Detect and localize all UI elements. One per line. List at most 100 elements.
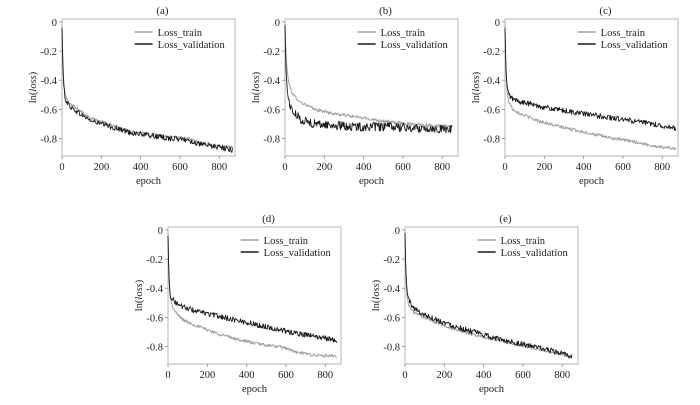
y-axis-label-italic: loss (134, 283, 145, 299)
y-axis-label-prefix: ln( (471, 91, 482, 103)
y-tick-label: -0.6 (263, 105, 280, 116)
series-line-loss-train (404, 232, 573, 358)
y-tick-label: -0.2 (40, 47, 57, 58)
y-axis-label: ln(loss) (471, 71, 482, 103)
series-line-loss-validation (61, 27, 233, 153)
x-tick-label: 0 (502, 162, 507, 173)
y-tick-label: -0.6 (483, 105, 500, 116)
x-tick-label: 800 (434, 162, 450, 173)
chart-panel-3: (d) 0 -0.2 -0.4 -0.6 -0.8 0 200 400 600 800 epoch ln… (134, 213, 342, 395)
y-axis-label-italic: loss (371, 283, 382, 299)
y-axis-label-prefix: ln( (251, 91, 262, 103)
x-axis-label: epoch (359, 176, 385, 187)
y-tick-label: 0 (52, 18, 57, 29)
panel-label: (b) (379, 5, 392, 17)
y-tick-label: -0.4 (383, 284, 400, 295)
x-axis-label: epoch (579, 176, 605, 187)
y-axis-label-prefix: ln( (134, 299, 145, 311)
y-tick-label: -0.4 (146, 284, 163, 295)
panel-label: (c) (599, 5, 612, 17)
series-line-loss-validation (504, 27, 677, 131)
plot-frame (167, 226, 342, 365)
x-tick-label: 400 (476, 370, 492, 381)
series-line-loss-train (61, 24, 234, 149)
y-tick-label: -0.8 (40, 135, 57, 146)
y-tick-label: -0.6 (383, 313, 400, 324)
x-tick-label: 600 (515, 370, 531, 381)
x-tick-label: 800 (317, 370, 333, 381)
x-tick-label: 200 (93, 162, 109, 173)
x-axis-label: epoch (136, 176, 162, 187)
x-tick-label: 600 (395, 162, 411, 173)
x-tick-label: 800 (211, 162, 227, 173)
y-tick-label: -0.8 (263, 135, 280, 146)
series-line-loss-validation (404, 232, 573, 359)
y-tick-label: -0.8 (483, 135, 500, 146)
panel-label: (e) (499, 213, 512, 225)
y-tick-label: -0.2 (263, 47, 280, 58)
x-tick-label: 400 (133, 162, 149, 173)
series-line-loss-validation (284, 24, 453, 134)
x-tick-label: 200 (199, 370, 215, 381)
x-tick-label: 400 (239, 370, 255, 381)
y-tick-label: -0.4 (483, 76, 500, 87)
x-tick-label: 0 (402, 370, 407, 381)
y-axis-label: ln(loss) (134, 279, 145, 311)
y-tick-label: -0.6 (40, 105, 57, 116)
y-tick-label: 0 (158, 226, 163, 237)
y-tick-label: -0.4 (263, 76, 280, 87)
legend-entry: Loss_validation (501, 248, 569, 259)
y-axis-label-suffix: ) (471, 71, 482, 75)
chart-panel-0: (a) 0 -0.2 -0.4 -0.6 -0.8 0 200 400 600 800 epoch ln… (28, 5, 236, 187)
y-tick-label: -0.2 (146, 255, 163, 266)
y-tick-label: -0.8 (146, 343, 163, 354)
y-axis-label-italic: loss (471, 75, 482, 91)
y-axis-label-suffix: ) (134, 279, 145, 283)
x-tick-label: 600 (172, 162, 188, 173)
y-tick-label: -0.4 (40, 76, 57, 87)
y-tick-label: 0 (495, 18, 500, 29)
y-axis-label: ln(loss) (371, 279, 382, 311)
plot-frame (404, 226, 579, 365)
chart-panel-1: (b) 0 -0.2 -0.4 -0.6 -0.8 0 200 400 600 800 epoch ln… (251, 5, 459, 187)
x-tick-label: 0 (165, 370, 170, 381)
x-tick-label: 200 (316, 162, 332, 173)
x-tick-label: 600 (278, 370, 294, 381)
y-tick-label: -0.6 (146, 313, 163, 324)
legend-entry: Loss_validation (601, 40, 669, 51)
x-tick-label: 800 (654, 162, 670, 173)
y-axis-label-suffix: ) (371, 279, 382, 283)
y-axis-label-prefix: ln( (28, 91, 39, 103)
x-axis-label: epoch (242, 384, 268, 395)
x-tick-label: 400 (356, 162, 372, 173)
y-axis-label: ln(loss) (28, 71, 39, 103)
y-tick-label: 0 (395, 226, 400, 237)
y-tick-label: -0.2 (483, 47, 500, 58)
x-tick-label: 800 (554, 370, 570, 381)
legend-entry: Loss_train (601, 28, 646, 39)
plot-frame (284, 18, 459, 157)
series-line-loss-train (504, 24, 677, 151)
y-axis-label-prefix: ln( (371, 299, 382, 311)
y-tick-label: -0.8 (383, 343, 400, 354)
y-axis-label-italic: loss (28, 75, 39, 91)
series-line-loss-train (284, 24, 453, 129)
panel-label: (d) (262, 213, 275, 225)
legend-entry: Loss_train (501, 236, 546, 247)
chart-panel-4: (e) 0 -0.2 -0.4 -0.6 -0.8 0 200 400 600 800 epoch ln… (371, 213, 579, 395)
y-tick-label: -0.2 (383, 255, 400, 266)
series-line-loss-validation (167, 235, 338, 343)
x-tick-label: 0 (282, 162, 287, 173)
y-axis-label-italic: loss (251, 75, 262, 91)
y-axis-label: ln(loss) (251, 71, 262, 103)
series-line-loss-train (167, 232, 338, 359)
legend-entry: Loss_train (264, 236, 309, 247)
chart-panel-2: (c) 0 -0.2 -0.4 -0.6 -0.8 0 200 400 600 800 epoch ln… (471, 5, 679, 187)
legend-entry: Loss_train (158, 28, 203, 39)
panel-label: (a) (156, 5, 169, 17)
x-tick-label: 200 (536, 162, 552, 173)
y-axis-label-suffix: ) (28, 71, 39, 75)
y-axis-label-suffix: ) (251, 71, 262, 75)
legend-entry: Loss_validation (381, 40, 449, 51)
